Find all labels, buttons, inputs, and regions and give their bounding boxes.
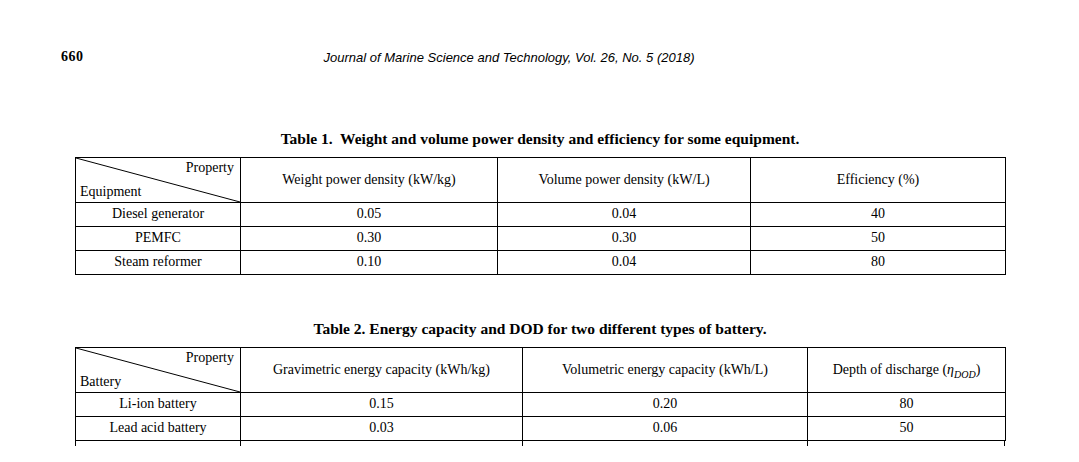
table2-header-row: Property Battery Gravimetric energy capa… [76,348,1006,393]
cell-value: 0.04 [498,251,751,275]
cell-value: 0.15 [241,393,523,417]
corner-label-battery: Battery [80,374,121,390]
table2-col-header-dod: Depth of discharge (ηDOD) [808,348,1006,393]
table-cutoff-stub [75,440,76,446]
table-cutoff-stub [240,440,241,446]
table2: Property Battery Gravimetric energy capa… [75,347,1006,441]
cell-value: 80 [751,251,1006,275]
table1-col-header: Efficiency (%) [751,158,1006,203]
table-cutoff-stub [522,440,523,446]
cell-value: 0.20 [523,393,808,417]
table1-header-row: Property Equipment Weight power density … [76,158,1006,203]
table-row: Diesel generator 0.05 0.04 40 [76,203,1006,227]
table2-col-header: Gravimetric energy capacity (kWh/kg) [241,348,523,393]
table-cutoff-stub [1004,440,1005,446]
table1-corner-cell: Property Equipment [76,158,241,203]
corner-label-equipment: Equipment [80,184,141,200]
corner-label-property: Property [186,160,234,176]
table-row: Steam reformer 0.10 0.04 80 [76,251,1006,275]
table2-col-header: Volumetric energy capacity (kWh/L) [523,348,808,393]
journal-running-head: Journal of Marine Science and Technology… [0,50,1018,65]
row-label: Lead acid battery [76,417,241,441]
cell-value: 0.30 [498,227,751,251]
table1-caption: Table 1. Weight and volume power density… [75,130,1005,148]
cell-value: 50 [808,417,1006,441]
dod-subscript: DOD [954,369,976,380]
row-label: Li-ion battery [76,393,241,417]
table2-caption: Table 2. Energy capacity and DOD for two… [75,320,1005,338]
cell-value: 0.03 [241,417,523,441]
cell-value: 0.06 [523,417,808,441]
table-row: Lead acid battery 0.03 0.06 50 [76,417,1006,441]
table1: Property Equipment Weight power density … [75,157,1006,275]
corner-label-property: Property [186,350,234,366]
cell-value: 0.05 [241,203,498,227]
row-label: Diesel generator [76,203,241,227]
cell-value: 40 [751,203,1006,227]
eta-symbol: η [947,362,954,377]
row-label: PEMFC [76,227,241,251]
table-row: Li-ion battery 0.15 0.20 80 [76,393,1006,417]
cell-value: 0.10 [241,251,498,275]
table-row: PEMFC 0.30 0.30 50 [76,227,1006,251]
journal-page: 660 Journal of Marine Science and Techno… [0,0,1079,462]
cell-value: 0.30 [241,227,498,251]
cell-value: 50 [751,227,1006,251]
table2-corner-cell: Property Battery [76,348,241,393]
table-cutoff-stub [807,440,808,446]
cell-value: 0.04 [498,203,751,227]
row-label: Steam reformer [76,251,241,275]
cell-value: 80 [808,393,1006,417]
table1-col-header: Volume power density (kW/L) [498,158,751,203]
table1-col-header: Weight power density (kW/kg) [241,158,498,203]
